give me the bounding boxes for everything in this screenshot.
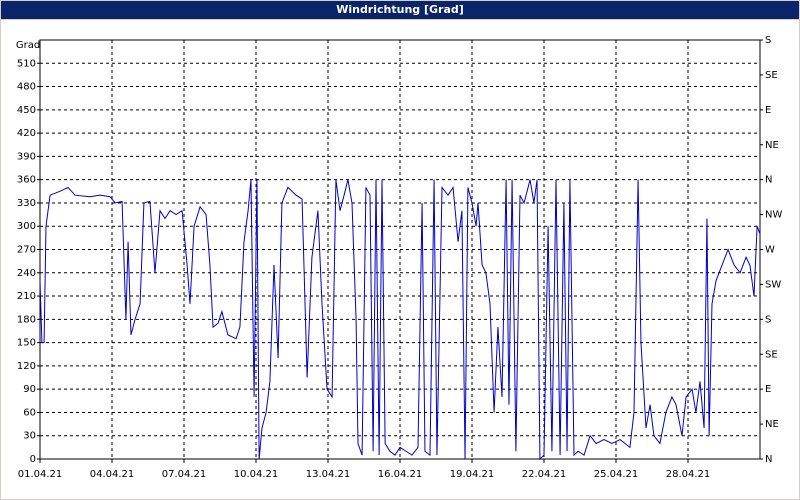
y2-tick-label: S (765, 35, 771, 46)
y-tick-label: 60 (23, 407, 36, 418)
marks (39, 179, 761, 461)
y2-tick-label: N (765, 454, 772, 465)
y2-tick-label: SW (765, 279, 781, 290)
x-tick-label: 16.04.21 (378, 469, 423, 480)
y-tick-label: 180 (17, 314, 36, 325)
y-tick-label: 30 (23, 431, 36, 442)
y-tick-label: 90 (23, 384, 36, 395)
y-tick-label: 390 (17, 151, 36, 162)
y2-tick-label: S (765, 314, 771, 325)
x-tick-label: 22.04.21 (522, 469, 567, 480)
y2-tick-label: SE (765, 349, 778, 360)
x-tick-label: 25.04.21 (594, 469, 639, 480)
y2-tick-label: W (765, 245, 775, 256)
grid (37, 39, 763, 463)
chart-background (1, 20, 799, 499)
y-tick-label: 510 (17, 58, 36, 69)
y-axis-label: Grad (16, 40, 40, 51)
window-title: Windrichtung [Grad] (336, 3, 464, 16)
y-tick-label: 270 (17, 245, 36, 256)
title-bar (1, 1, 799, 19)
x-tick-label: 01.04.21 (18, 469, 63, 480)
y2-tick-label: SE (765, 70, 778, 81)
y-tick-label: 360 (17, 175, 36, 186)
y2-tick-label: NE (765, 140, 779, 151)
x-tick-label: 07.04.21 (162, 469, 207, 480)
y-tick-label: 0 (30, 454, 36, 465)
y-tick-label: 240 (17, 268, 36, 279)
x-tick-label: 04.04.21 (90, 469, 135, 480)
y-tick-label: 300 (17, 221, 36, 232)
y2-tick-label: NW (765, 210, 782, 221)
y-tick-label: 480 (17, 82, 36, 93)
y2-tick-label: E (765, 384, 771, 395)
y-tick-label: 330 (17, 198, 36, 209)
plot-frame (39, 39, 761, 460)
x-tick-label: 28.04.21 (666, 469, 711, 480)
x-tick-label: 13.04.21 (306, 469, 351, 480)
y2-tick-label: N (765, 175, 772, 186)
x-tick-label: 19.04.21 (450, 469, 495, 480)
y-tick-label: 420 (17, 128, 36, 139)
y-tick-label: 150 (17, 338, 36, 349)
x-tick-label: 10.04.21 (234, 469, 279, 480)
y-tick-label: 450 (17, 105, 36, 116)
y2-tick-label: NE (765, 419, 779, 430)
wind-direction-line (39, 179, 761, 461)
y-tick-label: 120 (17, 361, 36, 372)
y-tick-label: 210 (17, 291, 36, 302)
y2-tick-label: E (765, 105, 771, 116)
